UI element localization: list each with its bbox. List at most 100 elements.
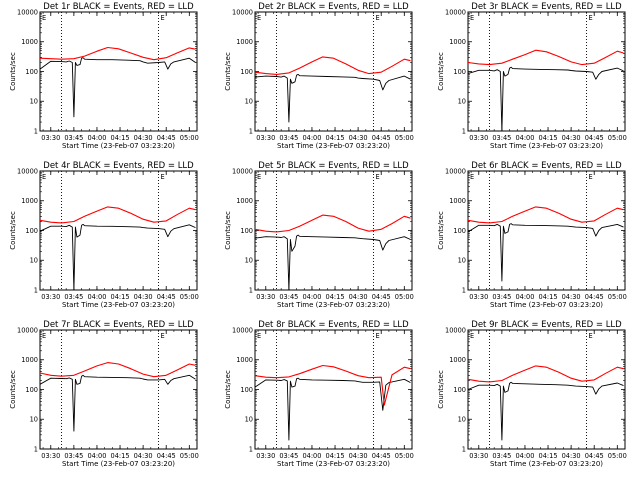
- x-tick-label: 04:15: [539, 293, 558, 301]
- plot-frame: [467, 170, 626, 291]
- x-tick-label: 04:30: [134, 134, 153, 142]
- x-tick-label: 05:00: [608, 293, 627, 301]
- x-tick-label: 05:00: [608, 452, 627, 460]
- marker-flag: E: [589, 173, 593, 181]
- x-tick-label: 04:45: [157, 293, 176, 301]
- events-series-line: [39, 223, 196, 291]
- lld-series-line: [254, 364, 411, 406]
- marker-flag: E: [161, 173, 165, 181]
- x-tick-label: 04:00: [515, 452, 534, 460]
- x-tick-label: 04:45: [372, 293, 391, 301]
- chart-panel: Det 1r BLACK = Events, RED = LLD 1 10 100 10…: [9, 2, 199, 150]
- x-tick-label: 04:00: [515, 134, 534, 142]
- y-tick-label: 1: [462, 445, 466, 453]
- x-tick-label: 04:30: [349, 134, 368, 142]
- events-series-line: [39, 57, 196, 118]
- x-tick-label: 04:15: [111, 293, 130, 301]
- x-axis-label: Start Time (23-Feb-07 03:23:20): [62, 142, 175, 150]
- y-tick-label: 10: [30, 416, 38, 424]
- x-tick-label: 04:30: [562, 452, 581, 460]
- y-axis-label: Counts/sec: [224, 52, 232, 91]
- marker-flag: E: [470, 14, 474, 22]
- lld-series-line: [254, 56, 411, 75]
- chart-title: Det 8r BLACK = Events, RED = LLD: [258, 320, 409, 330]
- chart-title: Det 7r BLACK = Events, RED = LLD: [43, 320, 194, 330]
- x-tick-label: 05:00: [180, 134, 199, 142]
- y-tick-label: 10: [30, 257, 38, 265]
- y-tick-label: 1: [249, 127, 253, 135]
- marker-flag: E: [376, 173, 380, 181]
- x-tick-label: 03:30: [41, 452, 60, 460]
- marker-flag: E: [589, 14, 593, 22]
- x-axis-label: Start Time (23-Feb-07 03:23:20): [490, 142, 603, 150]
- lld-series-line: [254, 214, 411, 233]
- chart-title: Det 1r BLACK = Events, RED = LLD: [43, 2, 194, 12]
- x-tick-label: 03:30: [256, 293, 275, 301]
- y-tick-label: 100: [240, 227, 253, 235]
- y-tick-label: 1: [34, 127, 38, 135]
- x-tick-label: 03:45: [279, 452, 298, 460]
- chart-panel: Det 4r BLACK = Events, RED = LLD 1 10 100 10…: [9, 161, 199, 309]
- y-tick-label: 1: [462, 127, 466, 135]
- y-tick-label: 100: [25, 227, 38, 235]
- y-tick-label: 1000: [236, 38, 253, 46]
- x-tick-label: 04:00: [87, 293, 106, 301]
- marker-flag: E: [42, 14, 46, 22]
- events-series-line: [254, 73, 411, 123]
- y-tick-label: 10: [458, 416, 466, 424]
- x-tick-label: 04:30: [562, 134, 581, 142]
- x-axis-label: Start Time (23-Feb-07 03:23:20): [62, 301, 175, 309]
- x-tick-label: 04:15: [111, 452, 130, 460]
- x-tick-label: 04:45: [372, 134, 391, 142]
- x-tick-label: 04:00: [515, 293, 534, 301]
- marker-flag: E: [257, 173, 261, 181]
- chart-panel: Det 8r BLACK = Events, RED = LLD 1 10 100 10…: [224, 320, 414, 468]
- marker-flag: E: [470, 332, 474, 340]
- x-tick-label: 04:00: [302, 452, 321, 460]
- lld-series-line: [467, 365, 624, 383]
- chart-title: Det 2r BLACK = Events, RED = LLD: [258, 2, 409, 12]
- x-tick-label: 03:30: [469, 293, 488, 301]
- chart-title: Det 5r BLACK = Events, RED = LLD: [258, 161, 409, 171]
- y-tick-label: 1000: [21, 356, 38, 364]
- y-tick-label: 10000: [17, 326, 38, 334]
- y-tick-label: 1: [249, 445, 253, 453]
- marker-flag: E: [42, 332, 46, 340]
- x-tick-label: 03:45: [492, 134, 511, 142]
- y-tick-label: 10000: [17, 167, 38, 175]
- events-series-line: [39, 374, 196, 432]
- chart-panel: Det 7r BLACK = Events, RED = LLD 1 10 100 10…: [9, 320, 199, 468]
- marker-flag: E: [161, 332, 165, 340]
- y-tick-label: 100: [453, 386, 466, 394]
- x-tick-label: 03:30: [41, 293, 60, 301]
- marker-flag: E: [161, 14, 165, 22]
- y-axis-label: Counts/sec: [437, 370, 445, 409]
- x-tick-label: 04:15: [326, 452, 345, 460]
- y-tick-label: 100: [240, 68, 253, 76]
- x-tick-label: 03:30: [256, 452, 275, 460]
- x-tick-label: 04:45: [585, 134, 604, 142]
- x-axis-label: Start Time (23-Feb-07 03:23:20): [490, 301, 603, 309]
- lld-series-line: [39, 362, 196, 378]
- events-series-line: [254, 377, 411, 441]
- x-tick-label: 03:45: [64, 293, 83, 301]
- chart-panel: Det 5r BLACK = Events, RED = LLD 1 10 100 10…: [224, 161, 414, 309]
- marker-flag: E: [42, 173, 46, 181]
- y-axis-label: Counts/sec: [224, 370, 232, 409]
- x-tick-label: 04:45: [157, 134, 176, 142]
- x-tick-label: 04:30: [349, 293, 368, 301]
- chart-panel: Det 6r BLACK = Events, RED = LLD 1 10 100 10…: [437, 161, 627, 309]
- x-tick-label: 04:30: [134, 293, 153, 301]
- y-tick-label: 10: [245, 416, 253, 424]
- x-axis-label: Start Time (23-Feb-07 03:23:20): [62, 460, 175, 468]
- x-tick-label: 04:45: [585, 452, 604, 460]
- x-tick-label: 04:45: [157, 452, 176, 460]
- chart-title: Det 9r BLACK = Events, RED = LLD: [471, 320, 622, 330]
- chart-title: Det 4r BLACK = Events, RED = LLD: [43, 161, 194, 171]
- y-axis-label: Counts/sec: [9, 211, 17, 250]
- y-tick-label: 100: [453, 68, 466, 76]
- x-tick-label: 04:15: [326, 134, 345, 142]
- y-tick-label: 10000: [445, 167, 466, 175]
- y-tick-label: 100: [453, 227, 466, 235]
- x-tick-label: 03:30: [469, 452, 488, 460]
